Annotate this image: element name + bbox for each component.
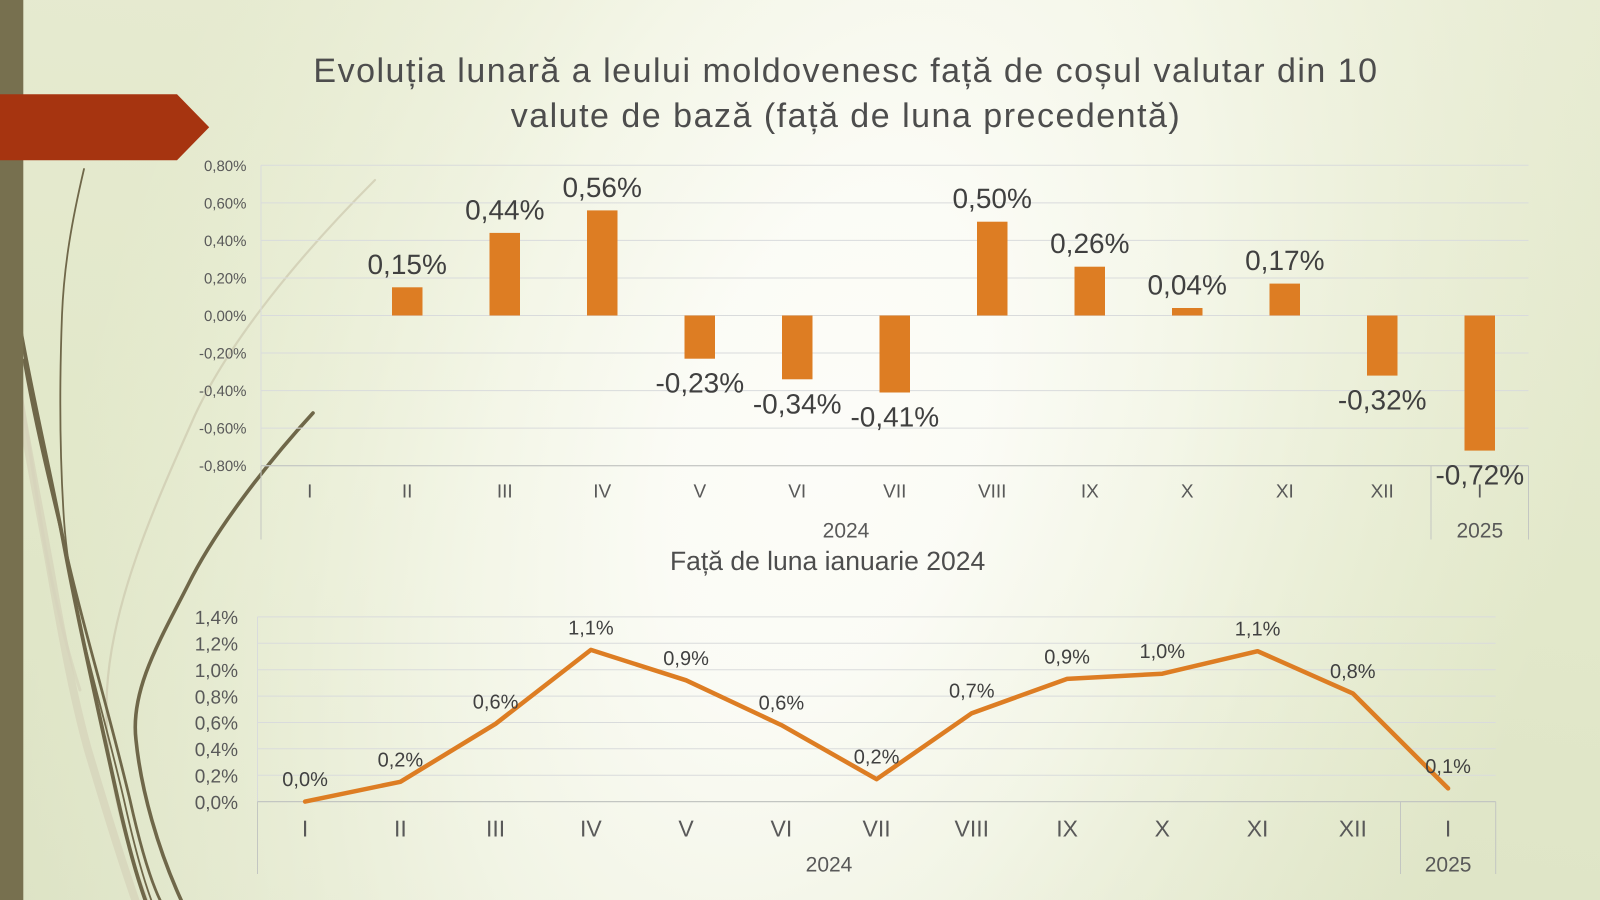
svg-text:II: II xyxy=(402,482,413,503)
svg-text:II: II xyxy=(394,816,407,842)
svg-text:Evoluția lunară a leului moldo: Evoluția lunară a leului moldovenesc faț… xyxy=(313,52,1378,90)
svg-text:-0,41%: -0,41% xyxy=(850,402,939,433)
svg-text:III: III xyxy=(497,482,513,503)
svg-text:0,9%: 0,9% xyxy=(1044,646,1090,668)
svg-text:X: X xyxy=(1155,816,1170,842)
svg-text:XI: XI xyxy=(1247,816,1269,842)
svg-text:Față de luna ianuarie 2024: Față de luna ianuarie 2024 xyxy=(670,546,985,576)
svg-text:VI: VI xyxy=(771,816,793,842)
svg-text:0,9%: 0,9% xyxy=(663,648,709,670)
svg-text:2025: 2025 xyxy=(1456,520,1503,543)
svg-text:0,26%: 0,26% xyxy=(1050,228,1129,259)
svg-text:0,56%: 0,56% xyxy=(562,172,641,203)
svg-text:I: I xyxy=(307,482,312,503)
svg-text:0,6%: 0,6% xyxy=(473,691,519,713)
svg-text:1,1%: 1,1% xyxy=(568,617,614,639)
svg-text:0,0%: 0,0% xyxy=(282,769,328,791)
svg-text:1,0%: 1,0% xyxy=(1140,641,1186,663)
svg-text:0,04%: 0,04% xyxy=(1147,270,1226,301)
svg-text:0,2%: 0,2% xyxy=(854,747,900,769)
svg-text:VII: VII xyxy=(863,816,891,842)
svg-text:0,2%: 0,2% xyxy=(378,749,424,771)
svg-text:1,0%: 1,0% xyxy=(195,661,238,682)
svg-text:IV: IV xyxy=(580,816,602,842)
svg-text:2024: 2024 xyxy=(823,520,870,543)
svg-text:0,8%: 0,8% xyxy=(195,687,238,708)
svg-text:-0,34%: -0,34% xyxy=(753,388,842,419)
svg-text:IX: IX xyxy=(1081,482,1099,503)
svg-text:0,8%: 0,8% xyxy=(1330,661,1376,683)
svg-text:0,15%: 0,15% xyxy=(367,249,446,280)
svg-text:I: I xyxy=(1477,482,1482,503)
svg-text:0,60%: 0,60% xyxy=(204,195,247,212)
svg-text:IV: IV xyxy=(593,482,611,503)
svg-text:X: X xyxy=(1181,482,1194,503)
svg-text:0,2%: 0,2% xyxy=(195,766,238,787)
svg-text:-0,40%: -0,40% xyxy=(199,383,247,400)
svg-text:-0,32%: -0,32% xyxy=(1338,385,1427,416)
svg-text:-0,60%: -0,60% xyxy=(199,421,247,438)
svg-text:I: I xyxy=(1445,816,1451,842)
svg-text:0,40%: 0,40% xyxy=(204,233,247,250)
svg-text:0,6%: 0,6% xyxy=(759,693,805,715)
svg-text:1,2%: 1,2% xyxy=(195,635,238,656)
svg-text:-0,23%: -0,23% xyxy=(655,368,744,399)
svg-text:IX: IX xyxy=(1056,816,1078,842)
svg-text:0,0%: 0,0% xyxy=(195,793,238,814)
svg-text:0,4%: 0,4% xyxy=(195,740,238,761)
svg-text:V: V xyxy=(693,482,706,503)
svg-text:0,17%: 0,17% xyxy=(1245,245,1324,276)
svg-text:2025: 2025 xyxy=(1425,854,1472,877)
svg-text:0,50%: 0,50% xyxy=(952,183,1031,214)
svg-text:0,00%: 0,00% xyxy=(204,308,247,325)
svg-text:0,1%: 0,1% xyxy=(1425,756,1471,778)
svg-text:1,1%: 1,1% xyxy=(1235,619,1281,641)
svg-text:0,7%: 0,7% xyxy=(949,681,995,703)
svg-text:0,44%: 0,44% xyxy=(465,194,544,225)
svg-text:XII: XII xyxy=(1339,816,1367,842)
svg-text:VI: VI xyxy=(788,482,806,503)
svg-text:XI: XI xyxy=(1276,482,1294,503)
svg-text:III: III xyxy=(486,816,505,842)
svg-text:-0,20%: -0,20% xyxy=(199,346,247,363)
svg-text:V: V xyxy=(678,816,694,842)
svg-text:valute de bază (față de luna p: valute de bază (față de luna precedentă) xyxy=(511,97,1182,135)
svg-text:0,80%: 0,80% xyxy=(204,158,247,175)
svg-text:VIII: VIII xyxy=(978,482,1007,503)
svg-text:-0,80%: -0,80% xyxy=(199,458,247,475)
svg-text:0,6%: 0,6% xyxy=(195,714,238,735)
svg-text:I: I xyxy=(302,816,308,842)
svg-text:1,4%: 1,4% xyxy=(195,608,238,629)
svg-text:XII: XII xyxy=(1371,482,1394,503)
svg-text:2024: 2024 xyxy=(806,854,853,877)
svg-text:-0,72%: -0,72% xyxy=(1435,460,1524,491)
svg-text:VII: VII xyxy=(883,482,906,503)
svg-text:VIII: VIII xyxy=(955,816,990,842)
svg-text:0,20%: 0,20% xyxy=(204,271,247,288)
